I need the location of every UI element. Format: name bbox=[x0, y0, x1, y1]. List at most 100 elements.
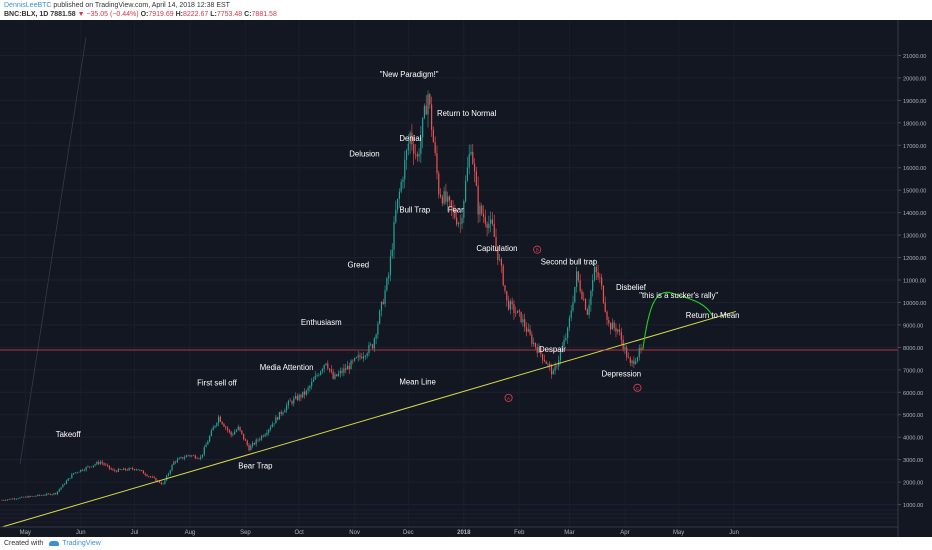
price-tick-label: 10000.00 bbox=[903, 301, 926, 307]
candle-body bbox=[64, 483, 66, 485]
candle-body bbox=[373, 338, 375, 349]
candle-body bbox=[606, 311, 608, 320]
candle-body bbox=[128, 468, 130, 471]
candle-body bbox=[348, 365, 350, 370]
candle-body bbox=[595, 266, 597, 273]
candle-body bbox=[386, 278, 388, 291]
time-tick-label: Sep bbox=[240, 530, 251, 536]
candle-body bbox=[235, 429, 238, 432]
candle-body bbox=[364, 355, 366, 357]
candle-body bbox=[26, 496, 28, 498]
candle-body bbox=[130, 468, 132, 469]
candle-body bbox=[368, 344, 370, 354]
candle-body bbox=[534, 342, 537, 348]
candle-body bbox=[438, 173, 440, 195]
candle-body bbox=[443, 191, 445, 204]
candle-body bbox=[341, 370, 343, 373]
candle-body bbox=[611, 322, 613, 330]
candle-body bbox=[540, 347, 542, 355]
marker-label: A bbox=[507, 396, 510, 401]
candle-body bbox=[153, 477, 155, 479]
candle-body bbox=[101, 461, 103, 464]
candle-body bbox=[284, 410, 286, 413]
candle-body bbox=[479, 205, 481, 215]
candle-body bbox=[445, 191, 447, 202]
candle-body bbox=[250, 445, 252, 451]
time-tick-label: May bbox=[673, 530, 684, 536]
candle-body bbox=[74, 472, 76, 474]
candle-body bbox=[305, 390, 307, 395]
low-value: 7753.48 bbox=[216, 11, 243, 18]
candle-body bbox=[275, 417, 277, 424]
candle-body bbox=[384, 290, 386, 304]
candle-body bbox=[468, 154, 470, 168]
candle-body bbox=[189, 455, 191, 457]
candle-body bbox=[269, 427, 272, 430]
time-tick-label: Jul bbox=[131, 530, 139, 536]
candle-body bbox=[389, 256, 392, 276]
annotation-label: Bear Trap bbox=[238, 462, 273, 471]
candle-body bbox=[314, 375, 316, 380]
faint-diagonal-line bbox=[19, 37, 87, 465]
candle-body bbox=[488, 223, 490, 229]
publish-info: DennisLeeBTC published on TradingView.co… bbox=[4, 1, 230, 10]
candle-body bbox=[529, 329, 531, 335]
candle-body bbox=[192, 455, 195, 457]
candle-body bbox=[507, 300, 510, 310]
annotation-label: "this is a sucker's rally" bbox=[639, 291, 718, 300]
candle-body bbox=[361, 356, 363, 359]
price-axis[interactable]: 1000.00 2000.00 3000.00 4000.00 5000.00 6000.… bbox=[897, 20, 932, 537]
candle-body bbox=[316, 375, 318, 376]
candle-body bbox=[135, 469, 137, 470]
candle-body bbox=[30, 496, 32, 497]
candlestick-series bbox=[1, 90, 642, 501]
candle-body bbox=[246, 440, 248, 446]
tradingview-link[interactable]: TradingView bbox=[62, 540, 101, 547]
candle-body bbox=[294, 396, 297, 399]
candle-body bbox=[164, 480, 166, 484]
candle-body bbox=[98, 462, 100, 464]
price-tick-label: 11000.00 bbox=[903, 279, 926, 285]
candle-body bbox=[15, 498, 17, 500]
candle-body bbox=[277, 417, 279, 420]
candle-body bbox=[280, 411, 282, 415]
candle-body bbox=[610, 323, 612, 330]
candle-body bbox=[404, 159, 406, 180]
candle-body bbox=[234, 431, 236, 435]
candle-body bbox=[96, 462, 98, 465]
candle-body bbox=[105, 464, 107, 466]
candle-body bbox=[183, 457, 186, 459]
candle-body bbox=[87, 466, 89, 468]
candle-body bbox=[67, 478, 69, 481]
candle-body bbox=[228, 429, 230, 432]
candle-body bbox=[42, 495, 44, 496]
candle-body bbox=[78, 471, 80, 473]
candle-body bbox=[549, 363, 551, 366]
candle-body bbox=[450, 200, 452, 208]
candle-body bbox=[307, 388, 309, 391]
candle-body bbox=[520, 311, 522, 323]
candle-body bbox=[53, 493, 55, 495]
candle-body bbox=[119, 468, 121, 470]
candle-body bbox=[149, 476, 152, 478]
candle-body bbox=[447, 196, 449, 202]
author-link[interactable]: DennisLeeBTC bbox=[4, 2, 52, 9]
candle-body bbox=[81, 469, 84, 471]
candle-body bbox=[513, 303, 515, 313]
candle-body bbox=[499, 259, 501, 260]
candle-body bbox=[524, 319, 526, 328]
candle-body bbox=[592, 280, 594, 292]
candle-body bbox=[259, 439, 261, 441]
candle-body bbox=[416, 154, 418, 157]
candle-body bbox=[631, 360, 633, 363]
candle-body bbox=[391, 249, 393, 257]
candle-body bbox=[584, 299, 587, 310]
candle-body bbox=[441, 196, 443, 204]
time-axis[interactable]: May Jun Jul Aug Sep Oct Nov Dec 2018 Feb Mar Apr May… bbox=[0, 526, 898, 536]
price-tick-label: 21000.00 bbox=[903, 54, 926, 60]
candle-body bbox=[463, 200, 465, 219]
high-label: H: bbox=[175, 11, 183, 18]
candle-body bbox=[452, 207, 454, 210]
candle-body bbox=[312, 379, 315, 382]
